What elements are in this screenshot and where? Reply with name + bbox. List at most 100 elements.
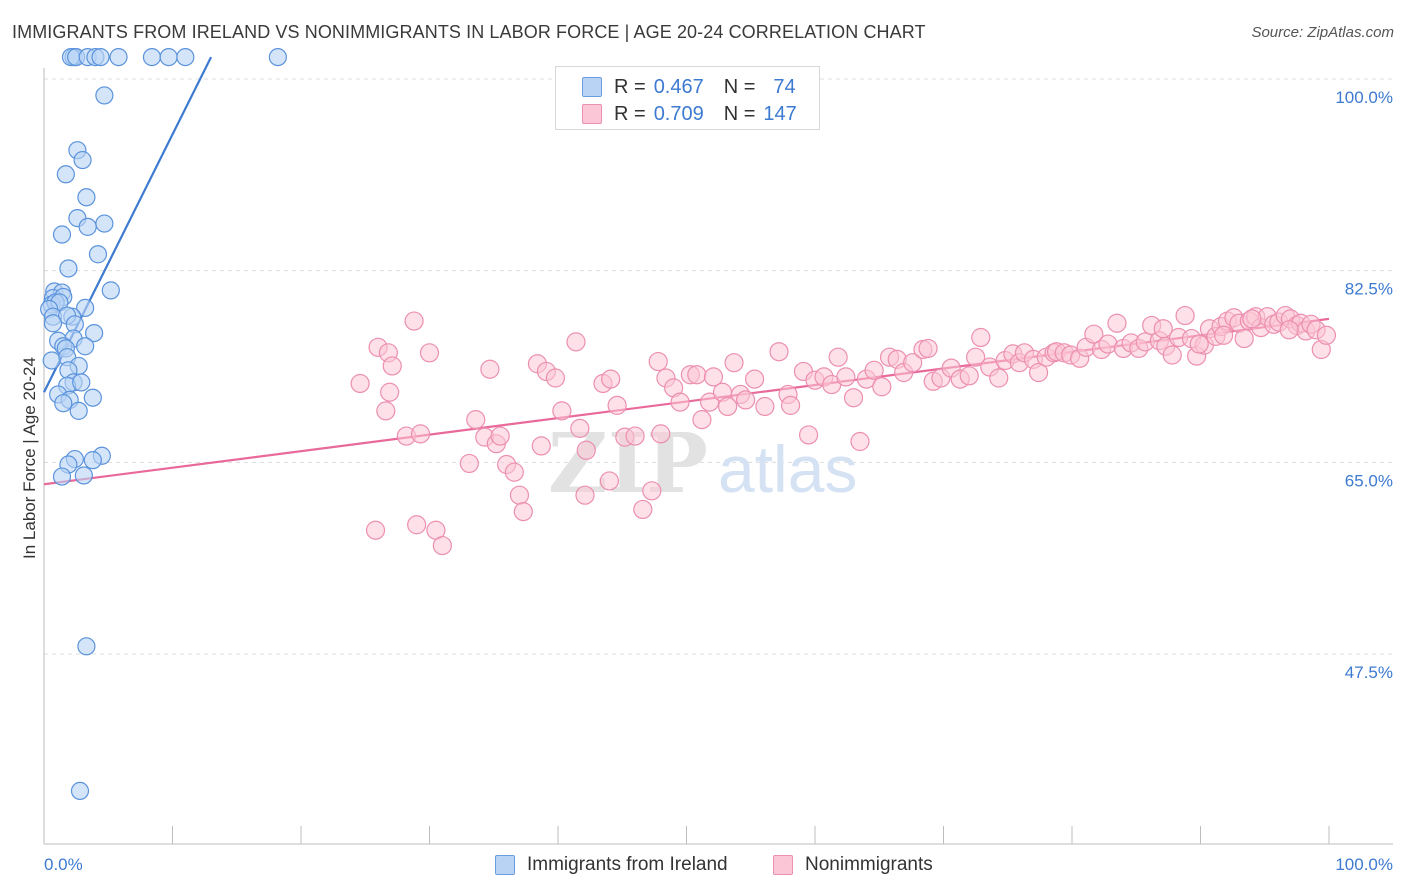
point-ireland [59, 259, 78, 278]
point-ireland [268, 47, 287, 67]
point-nonimmigrants [724, 353, 744, 373]
bottom-legend-label-ireland: Immigrants from Ireland [527, 854, 728, 875]
legend-n-label: N = [723, 75, 756, 98]
source-credit: Source: ZipAtlas.com [1251, 24, 1394, 41]
point-nonimmigrants [687, 365, 707, 385]
legend-row-ireland: R = 0.467 N = 74 [582, 73, 796, 101]
point-nonimmigrants [1189, 334, 1209, 354]
point-nonimmigrants [419, 343, 440, 363]
point-nonimmigrants [1175, 305, 1195, 326]
point-ireland [91, 47, 110, 67]
y-tick-label: 65.0% [1345, 471, 1393, 490]
point-nonimmigrants [1279, 320, 1299, 340]
point-ireland [52, 225, 72, 244]
point-nonimmigrants [918, 338, 938, 359]
point-ireland [77, 188, 96, 207]
point-nonimmigrants [872, 377, 892, 397]
y-tick-label: 100.0% [1335, 88, 1393, 107]
point-nonimmigrants [566, 332, 586, 352]
series-ireland-points [40, 47, 287, 801]
point-nonimmigrants [601, 369, 621, 389]
point-ireland [77, 637, 96, 656]
point-nonimmigrants [633, 499, 653, 520]
point-nonimmigrants [1162, 345, 1182, 365]
watermark-atlas: atlas [718, 432, 857, 506]
legend-swatch-blue [582, 77, 602, 97]
point-nonimmigrants [648, 351, 668, 372]
point-nonimmigrants [1234, 328, 1254, 349]
y-tick-label: 47.5% [1345, 663, 1393, 682]
x-tick-label: 0.0% [44, 855, 83, 874]
point-nonimmigrants [382, 356, 402, 376]
point-nonimmigrants [490, 426, 510, 446]
point-nonimmigrants [989, 368, 1009, 388]
point-nonimmigrants [755, 396, 775, 417]
point-nonimmigrants [365, 520, 386, 540]
legend-n-value: 147 [763, 102, 797, 125]
point-ireland [54, 394, 73, 413]
point-ireland [73, 150, 92, 170]
point-nonimmigrants [513, 502, 533, 522]
x-tick-label: 100.0% [1335, 855, 1393, 874]
bottom-legend-label-nonimmigrants: Nonimmigrants [805, 854, 933, 875]
point-ireland [101, 281, 120, 300]
point-ireland [95, 86, 114, 105]
point-nonimmigrants [1084, 324, 1104, 344]
point-nonimmigrants [350, 373, 370, 394]
point-nonimmigrants [575, 485, 595, 505]
legend-n-value: 74 [773, 75, 796, 98]
point-ireland [176, 47, 195, 67]
point-nonimmigrants [864, 360, 884, 380]
point-nonimmigrants [380, 382, 400, 402]
point-nonimmigrants [480, 359, 500, 379]
legend-r-label: R = [614, 75, 646, 98]
point-nonimmigrants [545, 368, 566, 388]
point-ireland [52, 467, 72, 486]
bottom-legend-ireland: Immigrants from Ireland [495, 852, 728, 878]
point-nonimmigrants [850, 431, 870, 452]
point-nonimmigrants [1153, 319, 1173, 339]
point-nonimmigrants [718, 396, 738, 417]
point-nonimmigrants [607, 395, 627, 415]
point-nonimmigrants [1107, 313, 1127, 333]
series-nonimmigrants-points [350, 305, 1337, 556]
point-nonimmigrants [552, 401, 572, 421]
bottom-legend-nonimmigrants: Nonimmigrants [773, 852, 933, 878]
point-nonimmigrants [576, 440, 596, 460]
point-nonimmigrants [599, 471, 620, 491]
point-nonimmigrants [509, 485, 530, 505]
y-axis-label: In Labor Force | Age 20-24 [20, 357, 39, 559]
point-nonimmigrants [1214, 325, 1234, 345]
point-nonimmigrants [1316, 325, 1337, 345]
legend-swatch-pink [582, 104, 602, 124]
point-ireland [78, 217, 97, 236]
point-ireland [43, 314, 63, 333]
chart-title: IMMIGRANTS FROM IRELAND VS NONIMMIGRANTS… [12, 22, 926, 42]
x-tick-labels: 0.0% 100.0% [44, 855, 1393, 874]
point-nonimmigrants [703, 367, 724, 387]
point-nonimmigrants [836, 367, 856, 387]
point-ireland [142, 47, 162, 67]
point-nonimmigrants [971, 327, 991, 348]
point-nonimmigrants [780, 395, 801, 415]
point-ireland [76, 298, 95, 318]
point-ireland [109, 47, 128, 67]
point-nonimmigrants [642, 481, 662, 501]
point-nonimmigrants [1242, 309, 1262, 329]
y-tick-labels: 47.5% 65.0% 82.5% 100.0% [1335, 88, 1393, 682]
point-ireland [56, 165, 75, 184]
point-ireland [83, 451, 102, 470]
point-ireland [159, 47, 178, 67]
point-ireland [42, 351, 61, 370]
legend-n-label: N = [723, 102, 756, 125]
point-ireland [83, 388, 102, 407]
legend: R = 0.467 N = 74 R = 0.709 N = 147 [555, 66, 820, 130]
point-nonimmigrants [376, 401, 396, 421]
point-nonimmigrants [692, 410, 712, 430]
point-nonimmigrants [504, 462, 524, 482]
point-nonimmigrants [404, 311, 424, 331]
point-nonimmigrants [570, 418, 590, 438]
point-ireland [88, 245, 108, 264]
point-nonimmigrants [736, 390, 756, 410]
